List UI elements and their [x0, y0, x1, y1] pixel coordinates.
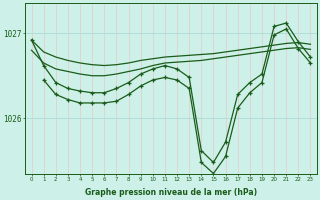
X-axis label: Graphe pression niveau de la mer (hPa): Graphe pression niveau de la mer (hPa): [85, 188, 257, 197]
